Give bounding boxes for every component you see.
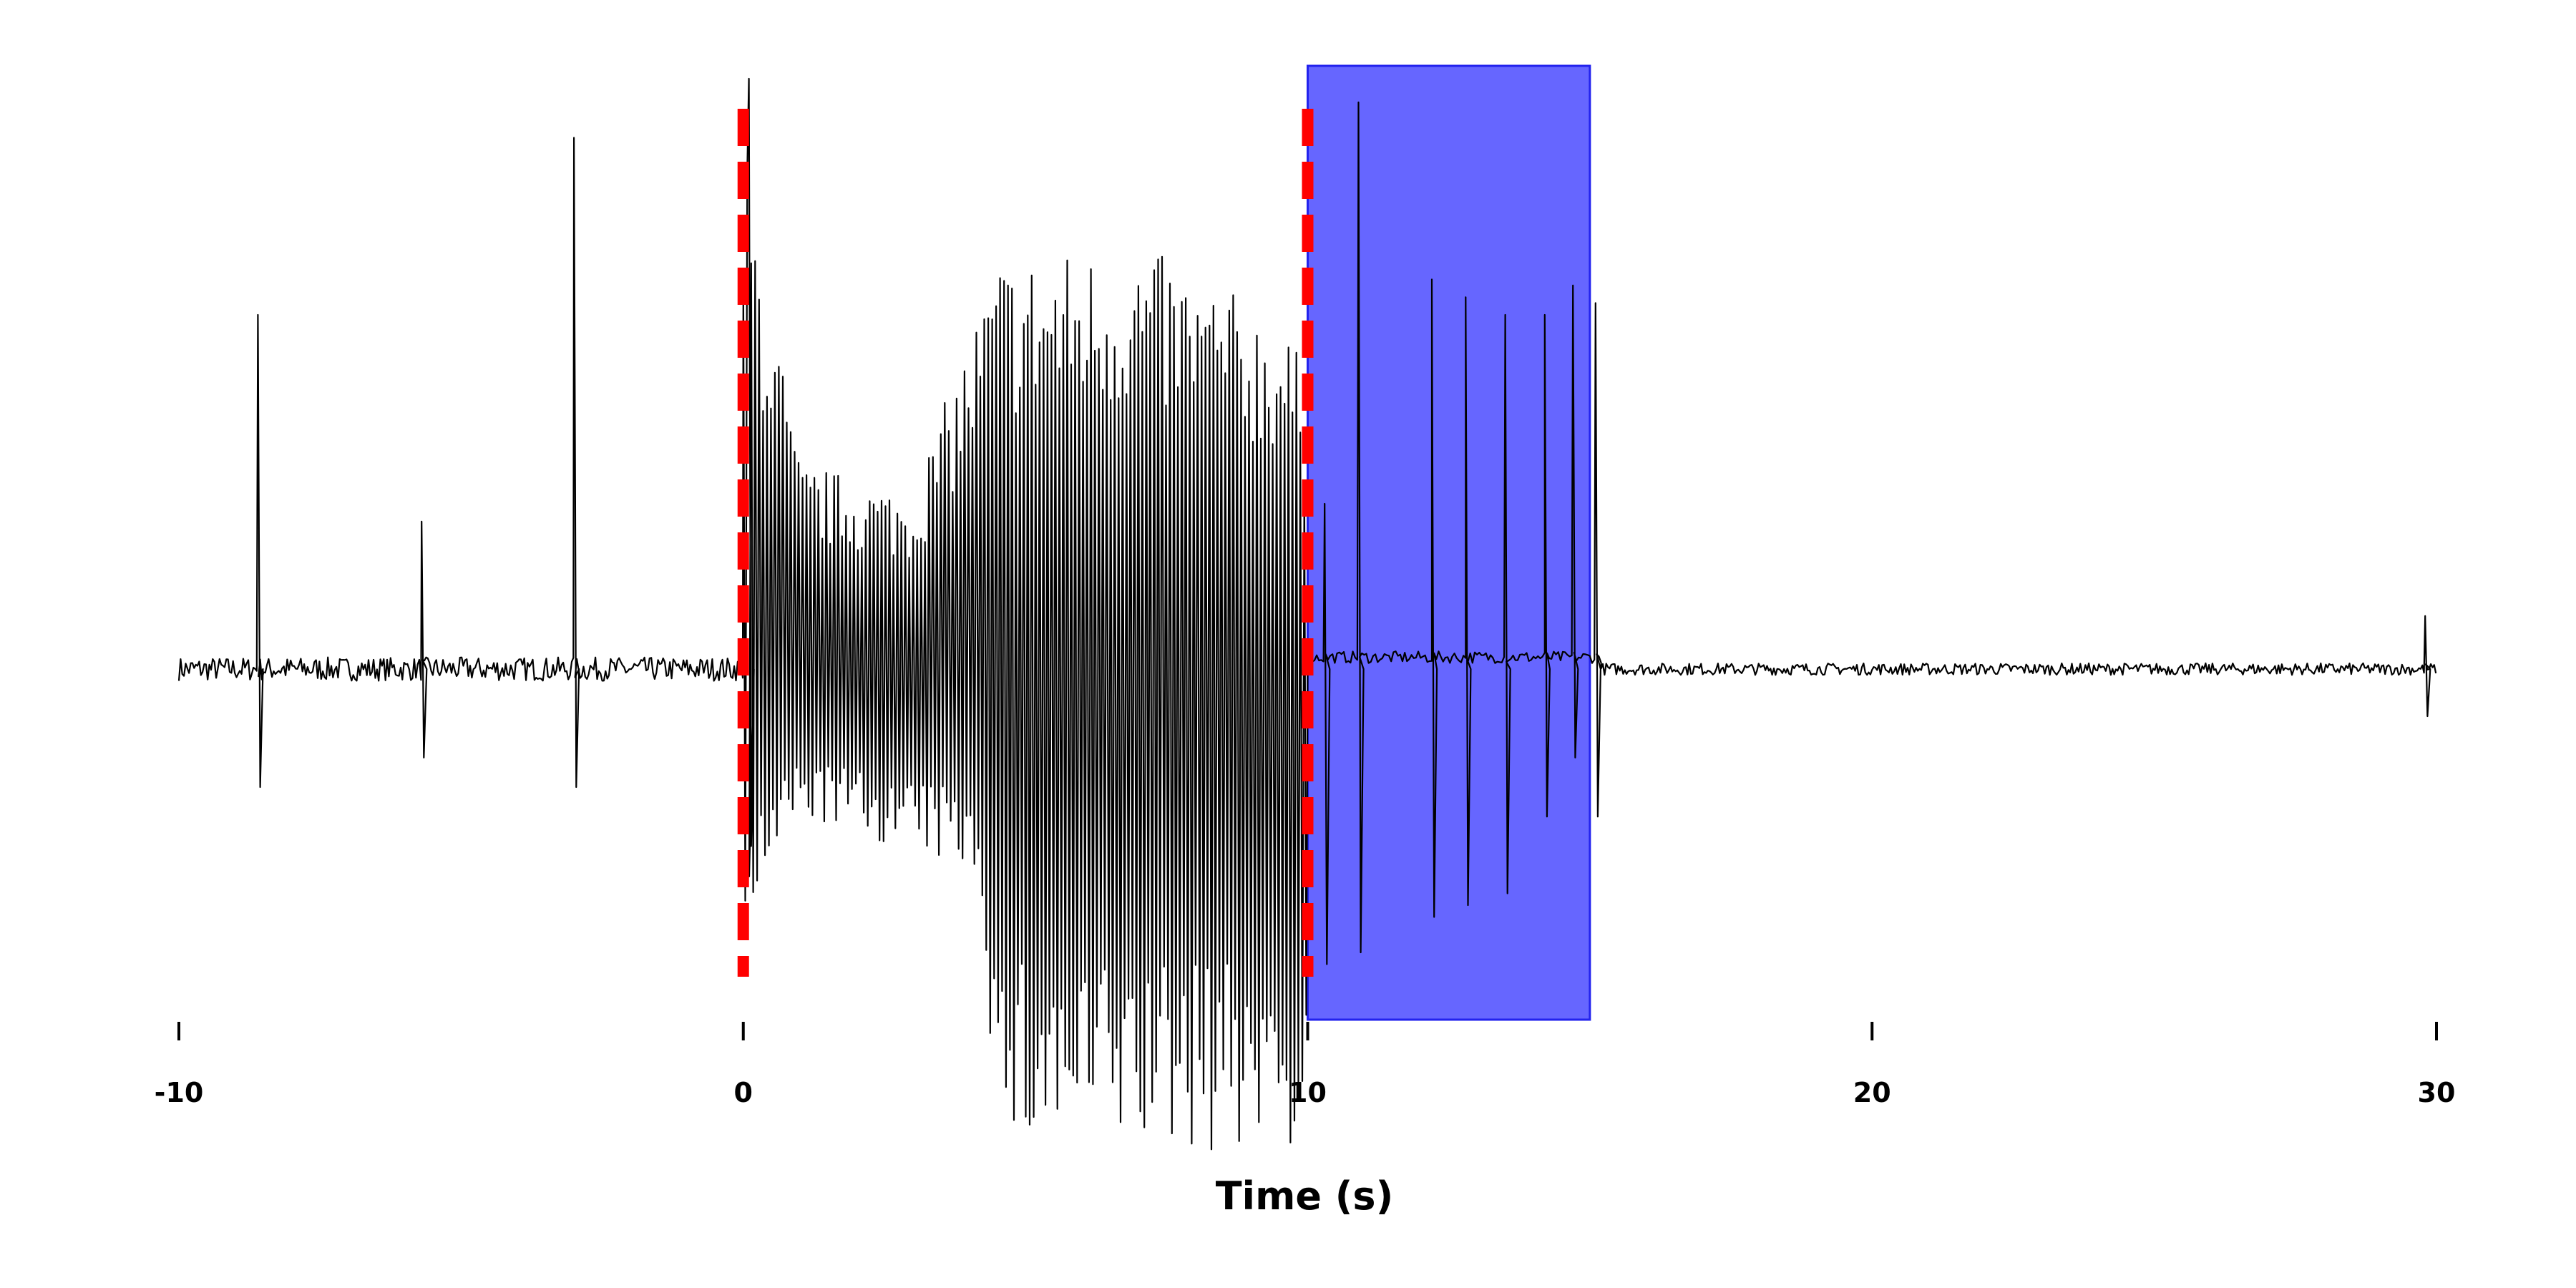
signal-trace: [177, 77, 2437, 1151]
shaded-region: [1307, 64, 1591, 1021]
x-tick-label: 10: [1289, 1077, 1327, 1108]
x-axis: -10 0 10 20 30: [155, 1022, 2456, 1108]
x-axis-label: Time (s): [1216, 1174, 1394, 1219]
x-tick-label: 20: [1853, 1077, 1891, 1108]
x-tick-label: 30: [2418, 1077, 2456, 1108]
x-tick-label: -10: [155, 1077, 204, 1108]
x-tick-label: 0: [734, 1077, 753, 1108]
